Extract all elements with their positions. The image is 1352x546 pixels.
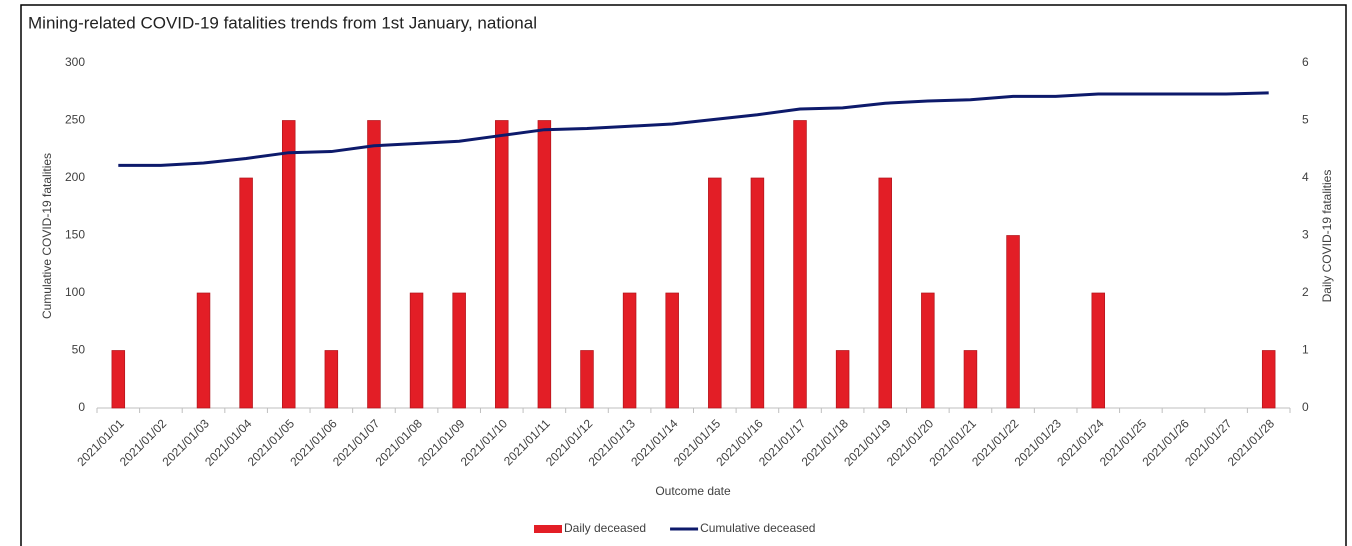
y-tick-label: 300 [65, 55, 85, 69]
bar [324, 350, 339, 409]
bar [835, 350, 850, 409]
legend-label: Cumulative deceased [700, 521, 815, 535]
bar [1261, 350, 1276, 409]
x-tick-label: 2021/01/28 [1225, 416, 1278, 469]
y2-tick-label: 3 [1302, 228, 1309, 242]
bar [963, 350, 978, 409]
chart-title: Mining-related COVID-19 fatalities trend… [28, 13, 537, 32]
bar [878, 177, 892, 409]
y2-tick-label: 5 [1302, 113, 1309, 127]
y-tick-label: 150 [65, 228, 85, 242]
frame [20, 4, 1347, 546]
bar [708, 177, 722, 409]
line [118, 91, 1269, 167]
bar [367, 120, 381, 409]
bar [281, 120, 296, 409]
y-axis-label: Cumulative COVID-19 fatalities [40, 153, 54, 319]
bar [580, 350, 594, 409]
legend-label: Daily deceased [564, 521, 646, 535]
y-tick-label: 0 [78, 400, 85, 414]
y-tick-label: 200 [65, 170, 85, 184]
bar [239, 177, 253, 409]
bar [622, 292, 637, 409]
bar [111, 350, 126, 409]
bar [921, 292, 935, 409]
bar [409, 292, 424, 409]
bar [452, 292, 466, 409]
x-axis-label: Outcome date [655, 484, 731, 498]
bar [1006, 235, 1020, 409]
bar [495, 120, 509, 409]
y2-tick-label: 0 [1302, 400, 1309, 414]
legend-swatch [534, 525, 562, 533]
bar [196, 292, 211, 409]
y-tick-label: 100 [65, 285, 85, 299]
y2-tick-label: 4 [1302, 170, 1309, 184]
bar [793, 120, 807, 409]
y-tick-label: 50 [72, 343, 86, 357]
y2-axis-label: Daily COVID-19 fatalities [1320, 170, 1334, 303]
bar [537, 120, 552, 409]
y2-tick-label: 1 [1302, 343, 1309, 357]
y2-tick-label: 2 [1302, 285, 1309, 299]
bar [750, 177, 765, 409]
bar [1091, 292, 1106, 409]
y2-tick-label: 6 [1302, 55, 1309, 69]
y-tick-label: 250 [65, 113, 85, 127]
bar [665, 292, 679, 409]
